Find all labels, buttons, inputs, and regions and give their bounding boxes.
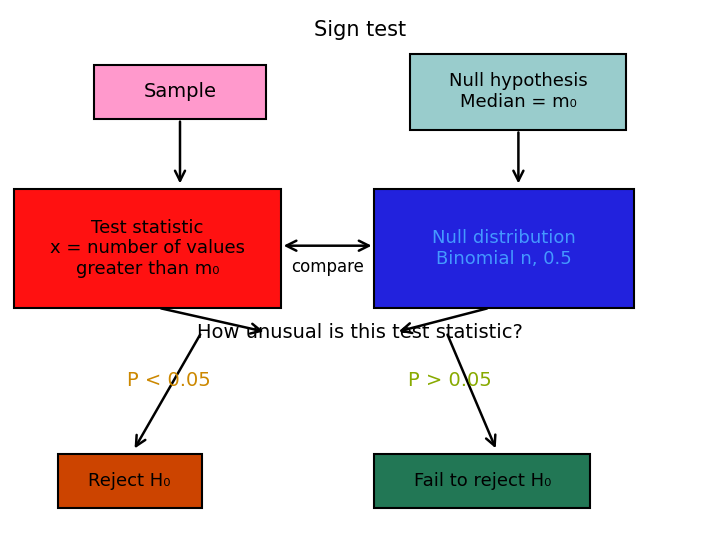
- Text: Reject H₀: Reject H₀: [89, 471, 171, 490]
- Text: P < 0.05: P < 0.05: [127, 371, 211, 390]
- Text: P > 0.05: P > 0.05: [408, 371, 492, 390]
- Text: Sign test: Sign test: [314, 19, 406, 40]
- Text: compare: compare: [291, 258, 364, 276]
- FancyBboxPatch shape: [374, 454, 590, 508]
- FancyBboxPatch shape: [14, 189, 281, 308]
- Text: Null hypothesis
Median = m₀: Null hypothesis Median = m₀: [449, 72, 588, 111]
- FancyBboxPatch shape: [410, 54, 626, 130]
- Text: How unusual is this test statistic?: How unusual is this test statistic?: [197, 322, 523, 342]
- FancyBboxPatch shape: [58, 454, 202, 508]
- FancyBboxPatch shape: [374, 189, 634, 308]
- FancyBboxPatch shape: [94, 65, 266, 119]
- Text: Sample: Sample: [143, 82, 217, 102]
- Text: Test statistic
x = number of values
greater than m₀: Test statistic x = number of values grea…: [50, 219, 245, 278]
- Text: Fail to reject H₀: Fail to reject H₀: [414, 471, 551, 490]
- Text: Null distribution
Binomial n, 0.5: Null distribution Binomial n, 0.5: [432, 229, 576, 268]
